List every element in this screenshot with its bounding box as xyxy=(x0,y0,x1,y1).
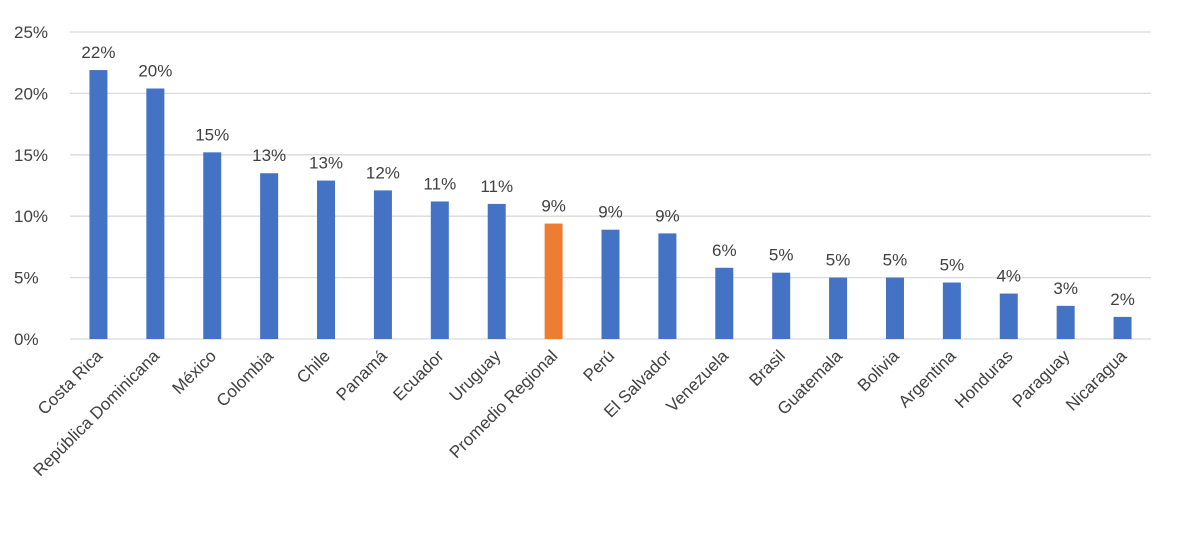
data-label: 22% xyxy=(81,43,115,62)
data-label: 3% xyxy=(1053,279,1078,298)
data-label: 5% xyxy=(940,256,965,275)
bar xyxy=(203,152,222,339)
data-label: 20% xyxy=(138,61,172,80)
x-category-label: Nicaragua xyxy=(1062,346,1131,415)
x-category-label: Panamá xyxy=(333,346,392,405)
x-category-label: México xyxy=(169,346,221,398)
y-tick-label: 10% xyxy=(14,207,48,226)
bar xyxy=(317,180,336,339)
data-label: 11% xyxy=(480,177,513,196)
bar xyxy=(601,229,620,339)
data-label: 2% xyxy=(1110,290,1135,309)
data-label: 5% xyxy=(883,251,908,270)
bar xyxy=(430,201,449,339)
y-tick-label: 20% xyxy=(14,84,48,103)
gridlines xyxy=(70,31,1151,340)
x-category-label: Brasil xyxy=(746,346,789,389)
x-category-label: Ecuador xyxy=(389,346,447,404)
data-label: 5% xyxy=(826,251,851,270)
bar xyxy=(1113,316,1132,339)
data-label: 12% xyxy=(366,163,400,182)
x-category-label: Honduras xyxy=(951,346,1017,412)
bar xyxy=(999,293,1018,339)
data-label: 11% xyxy=(423,174,456,193)
bars xyxy=(89,70,1132,340)
bar xyxy=(658,233,677,339)
data-label: 9% xyxy=(541,197,566,216)
x-category-label: Argentina xyxy=(895,346,960,411)
bar xyxy=(487,203,506,339)
x-category-label: Perú xyxy=(579,346,618,385)
y-axis-ticks: 0% 5% 10% 15% 20% 25% xyxy=(14,23,48,349)
bar xyxy=(829,277,848,339)
bar xyxy=(260,173,279,339)
bar xyxy=(89,70,108,340)
x-category-label: Bolivia xyxy=(854,346,903,395)
y-tick-label: 5% xyxy=(14,269,39,288)
data-label: 6% xyxy=(712,241,737,260)
y-tick-label: 0% xyxy=(14,330,39,349)
data-label: 9% xyxy=(655,206,680,225)
x-category-label: Venezuela xyxy=(663,346,733,416)
bar xyxy=(772,272,791,339)
bar xyxy=(1056,305,1075,339)
data-label: 9% xyxy=(598,203,623,222)
bar xyxy=(715,267,734,339)
bar xyxy=(942,282,961,339)
x-category-label: Uruguay xyxy=(446,346,505,405)
data-label: 13% xyxy=(309,154,343,173)
bar xyxy=(544,223,563,339)
data-label: 15% xyxy=(195,125,229,144)
y-tick-label: 25% xyxy=(14,23,48,42)
bar xyxy=(373,190,392,339)
data-label: 5% xyxy=(769,246,794,265)
data-labels: 22% 20% 15% 13% 13% 12% 11% 11% 9% 9% 9% 6% 5% 5% 5% 5%… xyxy=(81,43,1134,309)
x-category-label: Chile xyxy=(293,346,334,387)
y-tick-label: 15% xyxy=(14,146,48,165)
data-label: 13% xyxy=(252,146,286,165)
data-label: 4% xyxy=(996,267,1021,286)
x-category-label: Colombia xyxy=(213,346,278,411)
bar xyxy=(885,277,904,339)
x-category-label: Promedio Regional xyxy=(446,346,562,462)
bar xyxy=(146,88,165,339)
